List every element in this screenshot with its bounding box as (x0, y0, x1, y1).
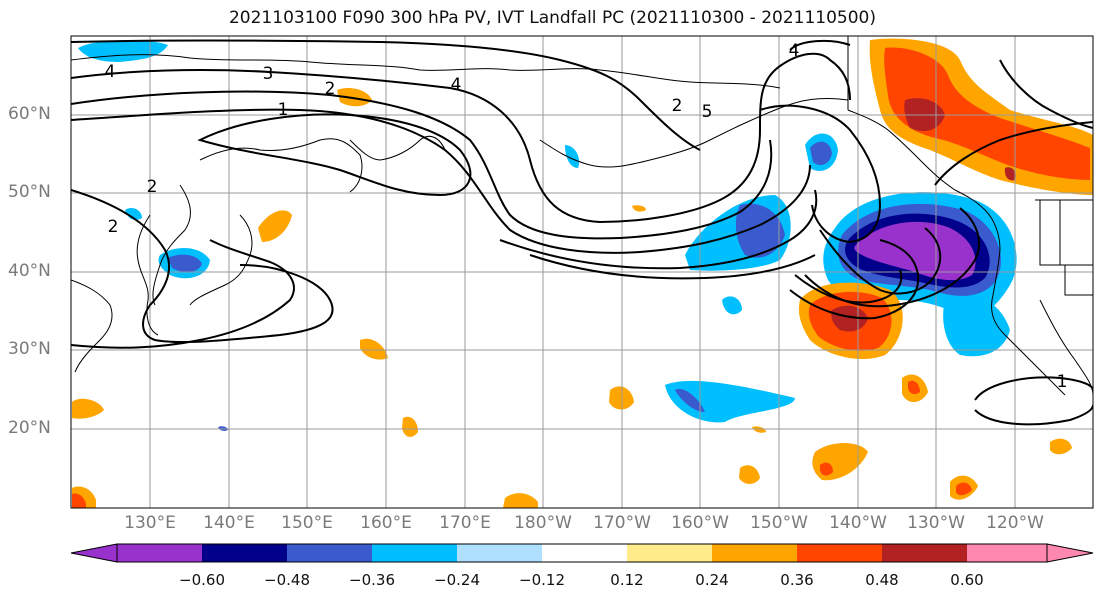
map-panel: 4 3 2 1 2 4 4 5 2 2 1 (71, 36, 1093, 508)
colorbar-segment (202, 544, 287, 562)
contour-label: 4 (789, 41, 800, 61)
contour-label: 3 (263, 64, 274, 84)
colorbar-segment (882, 544, 967, 562)
colorbar-tick: 0.48 (865, 571, 899, 589)
contour-label: 2 (147, 177, 158, 197)
colorbar-tick: 0.24 (695, 571, 729, 589)
colorbar-tick: −0.12 (519, 571, 565, 589)
colorbar-segment (542, 544, 627, 562)
contour-label: 2 (325, 79, 336, 99)
lon-label: 150°E (281, 513, 333, 533)
colorbar-tick: −0.24 (434, 571, 480, 589)
lon-label: 120°W (986, 513, 1044, 533)
contour-label: 2 (108, 217, 119, 237)
colorbar-segment (287, 544, 372, 562)
lon-label: 150°W (750, 513, 808, 533)
contour-labels: 4 3 2 1 2 4 4 5 2 2 1 (105, 41, 1068, 392)
lon-label: 180°W (514, 513, 572, 533)
colorbar (70, 543, 1094, 563)
colorbar-tick: 0.60 (950, 571, 984, 589)
lon-label: 140°E (203, 513, 255, 533)
colorbar-segment (457, 544, 542, 562)
contour-label: 2 (672, 96, 683, 116)
colorbar-extend-high (1046, 543, 1094, 563)
colorbar-segment (712, 544, 797, 562)
colorbar-segment (372, 544, 457, 562)
lon-label: 170°W (593, 513, 651, 533)
lat-label: 30°N (8, 339, 51, 359)
colorbar-tick: 0.12 (610, 571, 644, 589)
negative-anomaly-subtropical (665, 380, 795, 423)
lon-label: 160°W (671, 513, 729, 533)
lon-label: 130°E (124, 513, 176, 533)
pv-contours (71, 39, 1093, 426)
colorbar-tick: 0.36 (780, 571, 814, 589)
colorbar-tick: −0.48 (264, 571, 310, 589)
lon-label: 130°W (907, 513, 965, 533)
contour-label: 4 (105, 62, 116, 82)
map-frame (70, 35, 1094, 509)
contour-label: 1 (278, 100, 289, 120)
lat-label: 20°N (8, 418, 51, 438)
colorbar-segment (627, 544, 712, 562)
lon-label: 140°W (829, 513, 887, 533)
contour-label: 4 (451, 75, 462, 95)
contour-label: 5 (702, 102, 713, 122)
negative-anomaly-west-coast (943, 296, 1010, 357)
lat-label: 50°N (8, 182, 51, 202)
contour-label: 1 (1057, 372, 1068, 392)
lon-label: 160°E (360, 513, 412, 533)
colorbar-segment (797, 544, 882, 562)
colorbar-tick: −0.60 (179, 571, 225, 589)
lat-label: 60°N (8, 104, 51, 124)
lat-label: 40°N (8, 261, 51, 281)
colorbar-segment (967, 544, 1047, 562)
colorbar-tick: −0.36 (349, 571, 395, 589)
map-title: 2021103100 F090 300 hPa PV, IVT Landfall… (228, 8, 876, 28)
colorbar-extend-low (70, 543, 118, 563)
colorbar-segment (117, 544, 202, 562)
lon-label: 170°E (439, 513, 491, 533)
